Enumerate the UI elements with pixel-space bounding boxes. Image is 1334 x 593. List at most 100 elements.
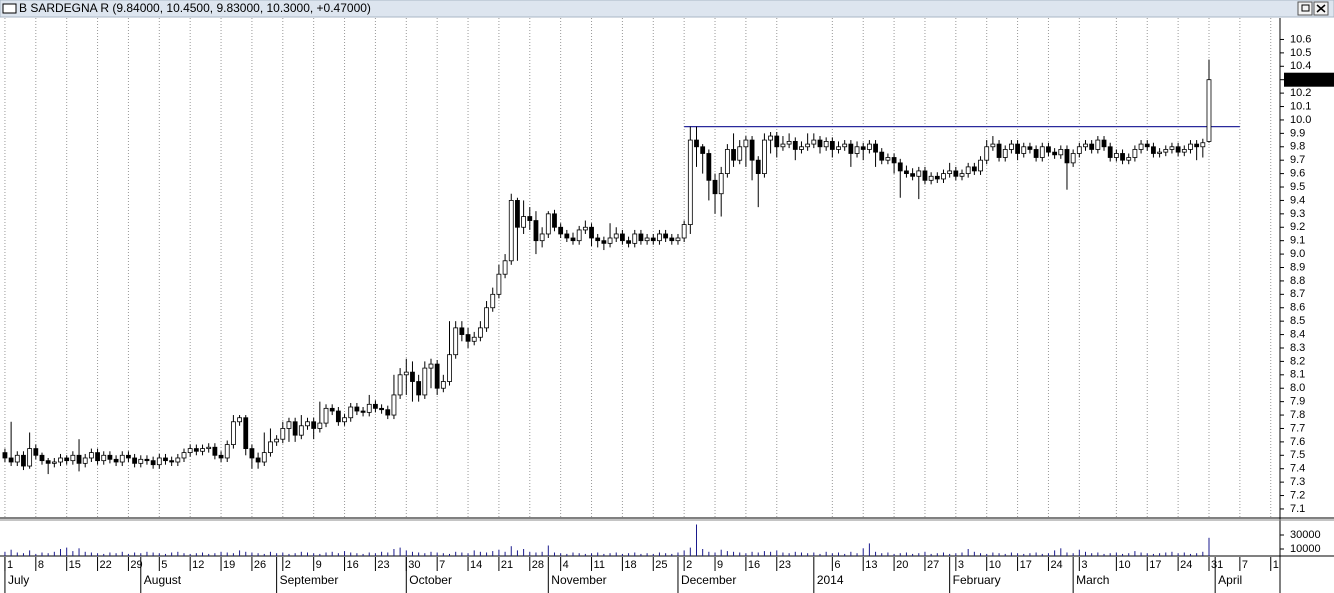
y-tick-label: 9.0 bbox=[1290, 248, 1305, 260]
candle-body bbox=[477, 327, 483, 338]
candle-body bbox=[817, 139, 823, 148]
x-tick-label: 4 bbox=[563, 559, 569, 571]
candle-body bbox=[237, 417, 242, 423]
candle-body bbox=[335, 410, 341, 423]
candle-body bbox=[323, 407, 329, 424]
candle-body bbox=[434, 363, 440, 389]
candle-body bbox=[1200, 142, 1206, 148]
x-tick-label: 7 bbox=[439, 559, 445, 571]
candle-body bbox=[156, 457, 162, 466]
candle-body bbox=[576, 229, 582, 242]
x-tick-label: 1 bbox=[1273, 559, 1279, 571]
candle-body bbox=[447, 354, 452, 382]
candle-body bbox=[589, 226, 594, 239]
candle-body bbox=[675, 237, 681, 242]
candle-body bbox=[842, 143, 848, 148]
candle-body bbox=[1113, 153, 1119, 158]
candle-body bbox=[1120, 153, 1125, 161]
candle-body bbox=[274, 438, 280, 443]
candle-body bbox=[21, 454, 26, 467]
candle-body bbox=[1194, 143, 1200, 148]
y-tick-label: 8.1 bbox=[1290, 369, 1305, 381]
y-tick-label: 8.0 bbox=[1290, 382, 1305, 394]
y-tick-label: 10.1 bbox=[1290, 100, 1311, 112]
candle-body bbox=[27, 448, 33, 467]
candle-body bbox=[533, 220, 539, 242]
y-tick-label: 7.4 bbox=[1290, 463, 1305, 475]
candle-body bbox=[2, 452, 8, 459]
candle-body bbox=[342, 417, 347, 423]
x-tick-label: 20 bbox=[896, 559, 908, 571]
candle-body bbox=[403, 371, 409, 376]
candle-body bbox=[1070, 153, 1076, 164]
y-tick-label: 8.7 bbox=[1290, 288, 1305, 300]
candle-body bbox=[181, 452, 187, 459]
candle-body bbox=[947, 170, 953, 175]
y-tick-label: 8.6 bbox=[1290, 302, 1305, 314]
month-label: March bbox=[1076, 573, 1109, 587]
x-tick-label: 23 bbox=[377, 559, 389, 571]
candle-body bbox=[694, 139, 699, 148]
restore-button[interactable] bbox=[1297, 1, 1313, 16]
candle-body bbox=[1107, 146, 1113, 158]
candle-body bbox=[928, 175, 934, 181]
candle-body bbox=[607, 237, 613, 244]
candle-body bbox=[743, 139, 749, 148]
close-button[interactable] bbox=[1313, 1, 1329, 16]
candle-body bbox=[1002, 149, 1008, 158]
candle-body bbox=[570, 237, 576, 242]
x-tick-label: 30 bbox=[408, 559, 420, 571]
candle-body bbox=[1009, 143, 1014, 150]
candle-body bbox=[552, 213, 557, 228]
candle-body bbox=[317, 422, 323, 429]
month-label: October bbox=[409, 573, 452, 587]
y-tick-label: 9.2 bbox=[1290, 221, 1305, 233]
x-tick-label: 2 bbox=[285, 559, 291, 571]
x-tick-label: 9 bbox=[316, 559, 322, 571]
month-label: July bbox=[8, 573, 29, 587]
candle-body bbox=[101, 454, 107, 462]
candle-body bbox=[132, 457, 138, 464]
x-tick-label: 10 bbox=[989, 559, 1001, 571]
candle-body bbox=[657, 233, 662, 242]
candle-body bbox=[490, 293, 496, 309]
candle-body bbox=[453, 327, 459, 356]
x-tick-label: 7 bbox=[1242, 559, 1248, 571]
candle-body bbox=[1089, 143, 1095, 150]
x-tick-label: 28 bbox=[532, 559, 544, 571]
candle-body bbox=[922, 170, 928, 181]
month-label: August bbox=[144, 573, 182, 587]
candle-body bbox=[200, 448, 205, 452]
candle-body bbox=[860, 146, 866, 150]
candle-body bbox=[508, 200, 514, 262]
candle-body bbox=[959, 173, 965, 177]
x-tick-label: 15 bbox=[69, 559, 81, 571]
y-tick-label: 9.8 bbox=[1290, 141, 1305, 153]
candle-body bbox=[873, 143, 878, 153]
candle-body bbox=[650, 237, 656, 242]
candle-body bbox=[971, 166, 977, 172]
candle-body bbox=[305, 421, 310, 427]
candle-body bbox=[218, 454, 224, 459]
candle-body bbox=[916, 170, 922, 177]
y-tick-label: 7.6 bbox=[1290, 436, 1305, 448]
candle-body bbox=[953, 170, 959, 177]
candle-body bbox=[298, 425, 304, 436]
y-tick-label: 9.6 bbox=[1290, 168, 1305, 180]
candle-body bbox=[224, 444, 230, 459]
candle-body bbox=[854, 146, 860, 154]
candle-body bbox=[823, 141, 829, 148]
y-tick-label: 7.8 bbox=[1290, 409, 1305, 421]
candle-body bbox=[582, 226, 588, 231]
candle-body bbox=[163, 457, 168, 462]
candle-body bbox=[978, 159, 983, 172]
candle-body bbox=[64, 457, 70, 462]
y-tick-label: 8.2 bbox=[1290, 355, 1305, 367]
candle-body bbox=[527, 216, 533, 221]
candle-body bbox=[990, 143, 996, 148]
y-tick-label: 7.7 bbox=[1290, 422, 1305, 434]
candle-body bbox=[681, 224, 687, 239]
